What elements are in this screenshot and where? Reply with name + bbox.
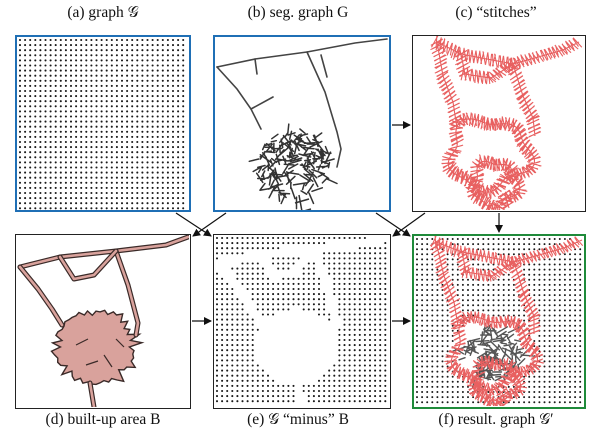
caption-b: (b) seg. graph G <box>247 4 349 21</box>
tail-segment <box>294 194 312 210</box>
stitch-marks <box>429 238 464 330</box>
road-buffer-fill <box>88 381 96 407</box>
built-up-area-d <box>17 235 189 407</box>
stitches-c <box>430 36 583 210</box>
segment-graph-b <box>216 38 388 210</box>
built-up-area-polygon <box>50 309 145 386</box>
area-inner-lines <box>75 338 125 368</box>
stitch-marks <box>465 154 528 210</box>
road-segment <box>320 54 328 78</box>
caption-c: (c) “stitches” <box>455 4 537 21</box>
arrow-b-to-f <box>375 212 411 237</box>
caption-f: (f) result. graph 𝒢′ <box>438 411 554 428</box>
road-segment <box>254 58 258 75</box>
arrow-c-to-e <box>392 212 426 237</box>
panel-f-result-graph <box>412 234 586 409</box>
caption-d: (d) built-up area B <box>45 411 161 428</box>
stitch-marks <box>497 189 514 210</box>
panel-e-graph-minus-area <box>213 234 391 409</box>
road-buffer-fill <box>114 249 140 337</box>
road-buffer-fill <box>58 249 118 281</box>
road-segment <box>250 96 274 110</box>
stitch-marks <box>467 355 528 406</box>
stitch-marks <box>431 36 583 71</box>
grid-dots <box>18 38 185 210</box>
panel-a-grid-graph <box>15 35 191 212</box>
stitch-marks <box>456 248 518 282</box>
stitch-marks <box>506 59 542 138</box>
road-segment <box>216 66 262 130</box>
road-segment <box>306 51 342 168</box>
built-up-segments <box>248 123 338 210</box>
caption-a: (a) graph 𝒢 <box>67 4 139 21</box>
panel-c-stitches <box>412 35 586 212</box>
arrow-b-to-d <box>192 212 227 237</box>
grid-dots <box>215 236 387 403</box>
stitch-marks <box>430 236 583 268</box>
stitch-marks <box>455 49 517 85</box>
grid-dots-a <box>18 38 185 210</box>
arrow-a-to-e <box>175 212 212 237</box>
road-buffer-fill <box>18 265 64 327</box>
panel-b-segment-graph <box>213 35 391 212</box>
caption-e: (e) 𝒢 “minus” B <box>247 411 349 428</box>
stitch-marks <box>444 310 545 397</box>
panel-d-built-up-area <box>15 234 191 409</box>
road-segment <box>216 38 388 68</box>
stitch-marks <box>496 387 512 406</box>
graph-minus-area-e <box>215 236 387 403</box>
result-graph-f <box>416 236 583 406</box>
stitch-marks <box>508 257 541 336</box>
